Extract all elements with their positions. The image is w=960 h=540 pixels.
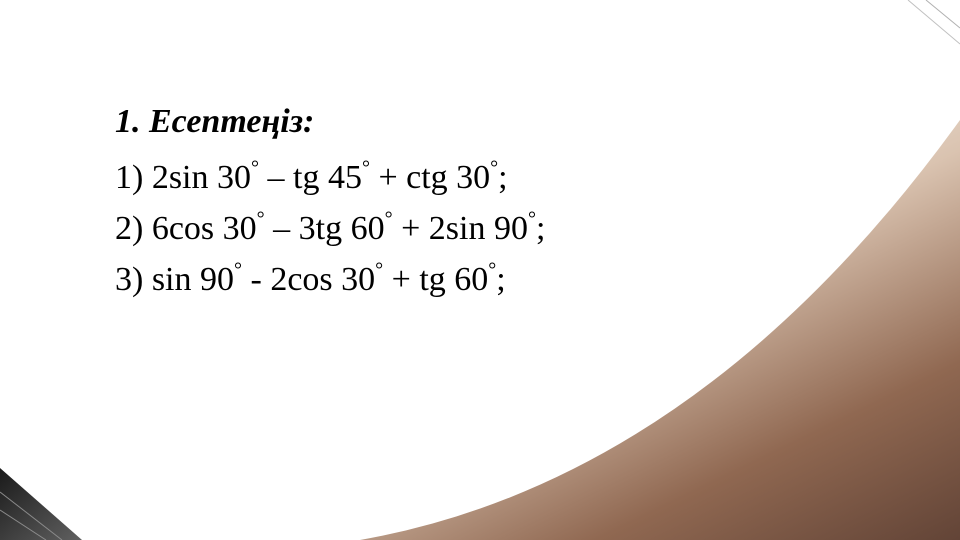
p3-part-b: - 2cos 30 — [242, 261, 375, 298]
degree-symbol: ° — [490, 157, 498, 179]
degree-symbol: ° — [234, 259, 242, 281]
degree-symbol: ° — [362, 157, 370, 179]
problem-3: 3) sin 90° - 2cos 30° + tg 60°; — [115, 254, 835, 305]
p1-suffix: ; — [498, 159, 507, 196]
degree-symbol: ° — [257, 208, 265, 230]
p2-part-a: 2) 6cos 30 — [115, 210, 257, 247]
p1-part-a: 1) 2sin 30 — [115, 159, 251, 196]
problem-2: 2) 6cos 30° – 3tg 60° + 2sin 90°; — [115, 203, 835, 254]
p2-suffix: ; — [536, 210, 545, 247]
p1-part-c: + ctg 30 — [370, 159, 490, 196]
degree-symbol: ° — [528, 208, 536, 230]
p3-suffix: ; — [496, 261, 505, 298]
p3-part-a: 3) sin 90 — [115, 261, 234, 298]
problem-1: 1) 2sin 30° – tg 45° + ctg 30°; — [115, 152, 835, 203]
p2-part-b: – 3tg 60 — [265, 210, 385, 247]
degree-symbol: ° — [251, 157, 259, 179]
degree-symbol: ° — [488, 259, 496, 281]
degree-symbol: ° — [385, 208, 393, 230]
degree-symbol: ° — [375, 259, 383, 281]
p2-part-c: + 2sin 90 — [393, 210, 528, 247]
p3-part-c: + tg 60 — [383, 261, 488, 298]
text-block: 1. Есептеңіз: 1) 2sin 30° – tg 45° + ctg… — [115, 100, 835, 305]
heading: 1. Есептеңіз: — [115, 100, 835, 144]
p1-part-b: – tg 45 — [259, 159, 362, 196]
